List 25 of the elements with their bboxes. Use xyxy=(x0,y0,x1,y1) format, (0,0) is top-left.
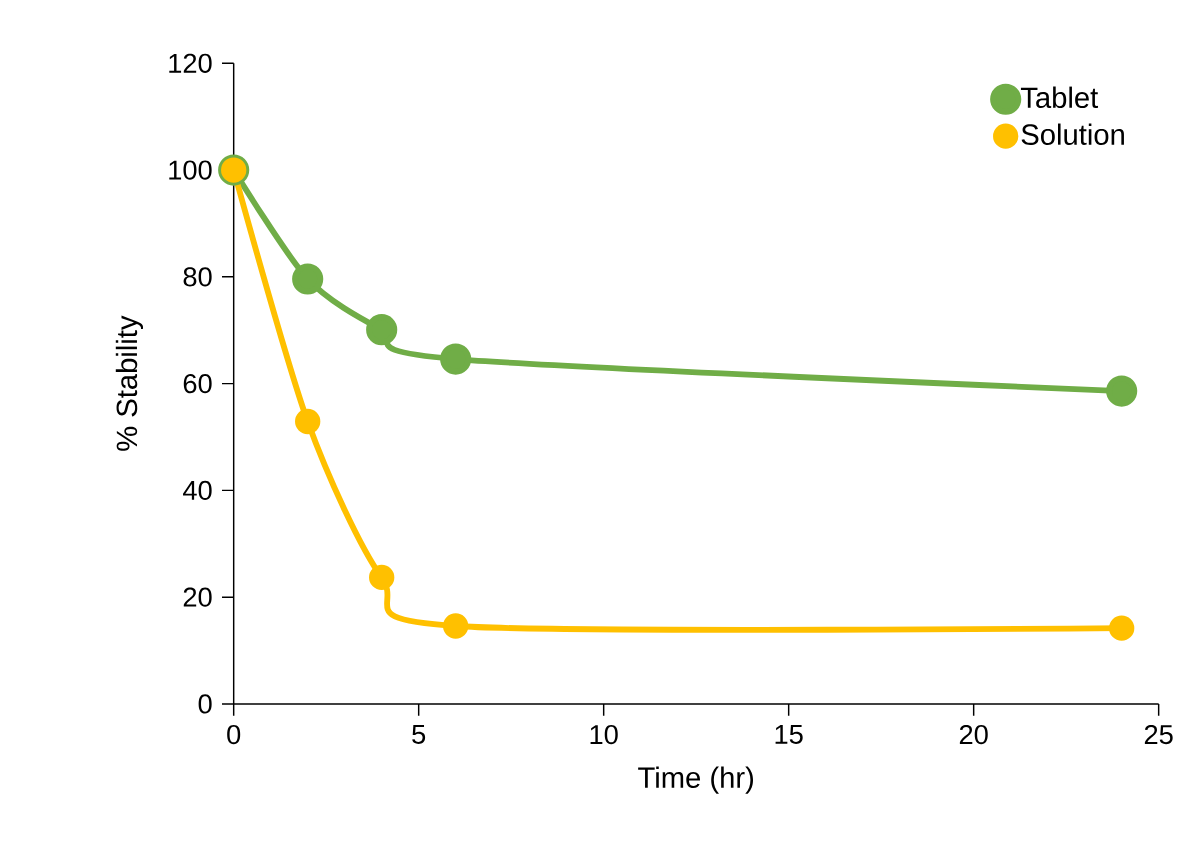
x-tick-label: 10 xyxy=(590,725,618,745)
x-axis-title: Time (hr) xyxy=(638,766,754,794)
y-tick-label: 40 xyxy=(183,480,212,501)
point xyxy=(369,564,395,591)
legend-label: Solution xyxy=(1021,123,1124,146)
x-tick-label: 20 xyxy=(959,725,988,745)
y-tick-label: 100 xyxy=(169,160,212,180)
x-tick-label: 15 xyxy=(775,725,803,745)
y-tick-label: 120 xyxy=(169,53,212,74)
x-tick-label: 5 xyxy=(412,725,426,745)
point xyxy=(295,408,321,435)
point xyxy=(1106,375,1138,407)
legend-label: Tablet xyxy=(1020,86,1099,109)
y-tick-label: 80 xyxy=(183,267,212,287)
point xyxy=(443,613,469,639)
point xyxy=(366,314,398,346)
point xyxy=(1109,615,1135,641)
point xyxy=(292,263,324,295)
y-tick-label: 60 xyxy=(183,374,212,394)
x-tick-label: 25 xyxy=(1144,725,1173,745)
y-axis-title: % Stability xyxy=(115,315,144,451)
y-tick-label: 0 xyxy=(198,694,212,714)
point xyxy=(440,343,472,375)
y-tick-label: 20 xyxy=(183,587,212,607)
x-tick-label: 0 xyxy=(227,725,241,745)
